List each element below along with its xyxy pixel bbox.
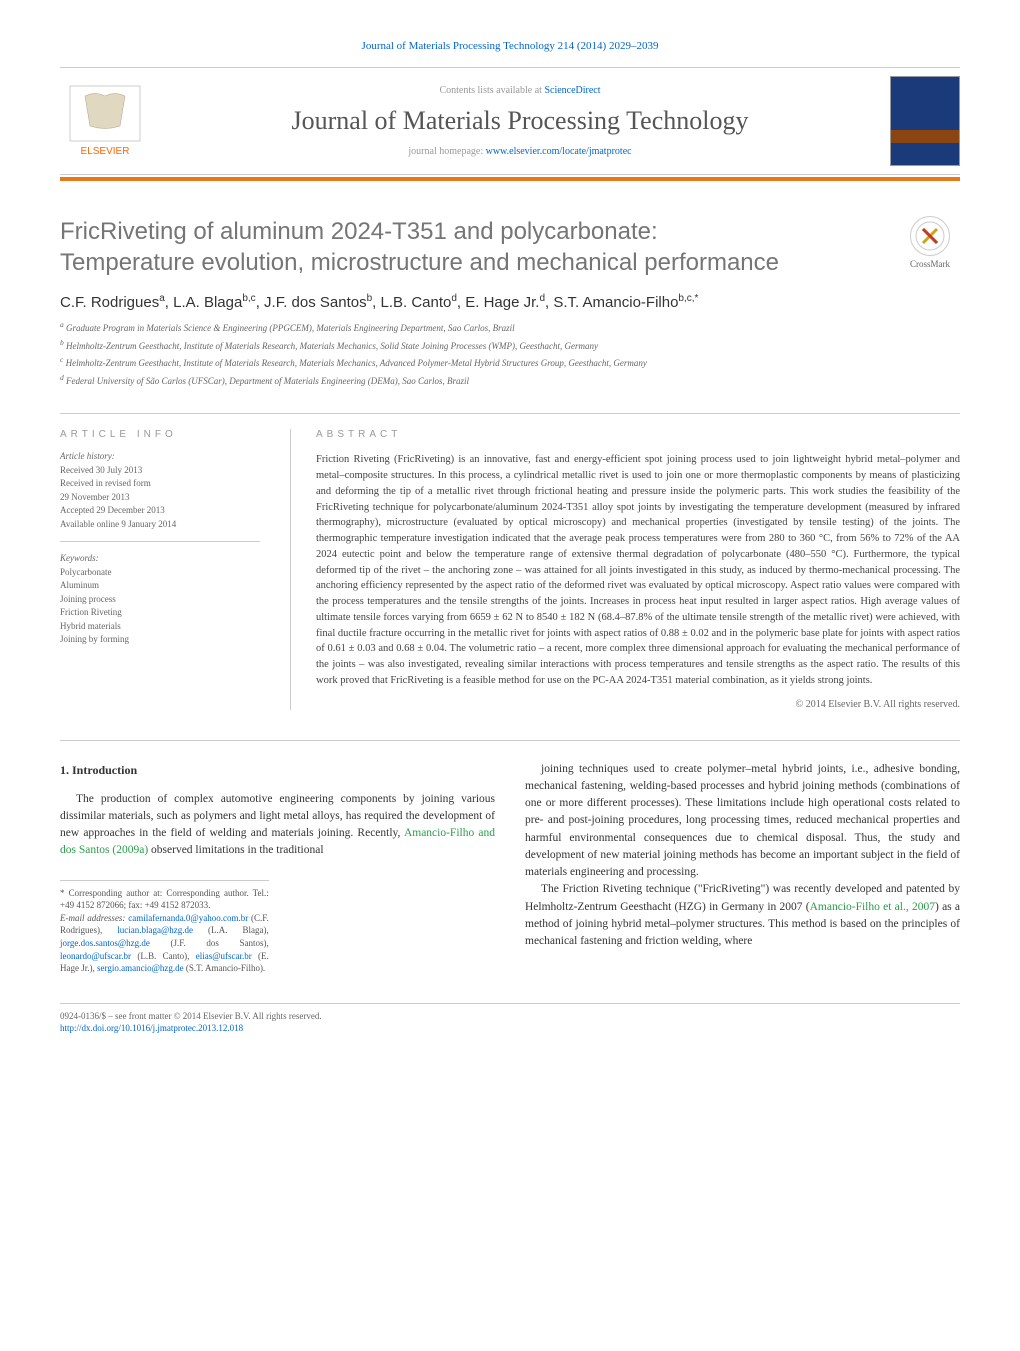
section-title: Introduction (72, 763, 137, 777)
article-title-line1: FricRiveting of aluminum 2024-T351 and p… (60, 218, 658, 245)
article-info-sidebar: ARTICLE INFO Article history: Received 3… (60, 429, 260, 709)
keywords-label: Keywords: (60, 552, 260, 566)
email-link[interactable]: leonardo@ufscar.br (60, 951, 131, 961)
keyword-line: Polycarbonate (60, 566, 260, 580)
article-history: Article history: Received 30 July 2013Re… (60, 450, 260, 542)
email-link[interactable]: lucian.blaga@hzg.de (117, 925, 193, 935)
footer: * Corresponding author at: Corresponding… (60, 880, 495, 975)
keyword-line: Hybrid materials (60, 620, 260, 634)
contents-lists-line: Contents lists available at ScienceDirec… (150, 85, 890, 96)
page-footer: 0924-0136/$ – see front matter © 2014 El… (60, 1003, 960, 1035)
email-link[interactable]: sergio.amancio@hzg.de (97, 963, 184, 973)
body-para-1: The production of complex automotive eng… (60, 791, 495, 860)
homepage-link[interactable]: www.elsevier.com/locate/jmatprotec (486, 146, 632, 157)
abstract-text: Friction Riveting (FricRiveting) is an i… (316, 452, 960, 688)
body-para-2: joining techniques used to create polyme… (525, 761, 960, 882)
crossmark-label: CrossMark (910, 259, 950, 269)
body-column-right: joining techniques used to create polyme… (525, 761, 960, 983)
history-label: Article history: (60, 450, 260, 464)
sciencedirect-link[interactable]: ScienceDirect (544, 85, 600, 96)
affiliation-line: d Federal University of São Carlos (UFSC… (60, 372, 960, 389)
doi-link[interactable]: http://dx.doi.org/10.1016/j.jmatprotec.2… (60, 1023, 243, 1033)
journal-homepage-line: journal homepage: www.elsevier.com/locat… (150, 146, 890, 157)
history-line: Available online 9 January 2014 (60, 518, 260, 532)
email-link[interactable]: elias@ufscar.br (196, 951, 252, 961)
elsevier-logo: ELSEVIER (60, 76, 150, 166)
doi-line: 0924-0136/$ – see front matter © 2014 El… (60, 1003, 960, 1035)
affiliation-line: b Helmholtz-Zentrum Geesthacht, Institut… (60, 337, 960, 354)
journal-cover-thumbnail (890, 76, 960, 166)
copyright-line: © 2014 Elsevier B.V. All rights reserved… (316, 699, 960, 710)
abstract-column: ABSTRACT Friction Riveting (FricRiveting… (290, 429, 960, 709)
issn-line: 0924-0136/$ – see front matter © 2014 El… (60, 1010, 960, 1023)
article-title: FricRiveting of aluminum 2024-T351 and p… (60, 216, 960, 278)
lists-available-text: Contents lists available at (439, 85, 544, 96)
journal-name: Journal of Materials Processing Technolo… (150, 106, 890, 136)
authors-list: C.F. Rodriguesa, L.A. Blagab,c, J.F. dos… (60, 293, 960, 311)
citation-ref-link-2[interactable]: Amancio-Filho et al., 2007 (810, 901, 935, 913)
body-column-left: 1. Introduction The production of comple… (60, 761, 495, 983)
abstract-head: ABSTRACT (316, 429, 960, 440)
affiliation-line: a Graduate Program in Materials Science … (60, 319, 960, 336)
corresponding-label: * Corresponding author at: Corresponding… (60, 887, 269, 912)
crossmark-badge[interactable]: CrossMark (900, 216, 960, 269)
keywords-block: Keywords: PolycarbonateAluminumJoining p… (60, 552, 260, 647)
accent-bar (60, 177, 960, 181)
affiliations: a Graduate Program in Materials Science … (60, 319, 960, 388)
history-line: Accepted 29 December 2013 (60, 504, 260, 518)
affiliation-line: c Helmholtz-Zentrum Geesthacht, Institut… (60, 354, 960, 371)
keyword-line: Aluminum (60, 579, 260, 593)
citation-header: Journal of Materials Processing Technolo… (60, 40, 960, 52)
history-line: Received 30 July 2013 (60, 464, 260, 478)
article-info-head: ARTICLE INFO (60, 429, 260, 440)
history-line: 29 November 2013 (60, 491, 260, 505)
keyword-line: Joining process (60, 593, 260, 607)
homepage-label: journal homepage: (408, 146, 485, 157)
email-addresses: E-mail addresses: camilafernanda.0@yahoo… (60, 912, 269, 975)
corresponding-author: * Corresponding author at: Corresponding… (60, 880, 269, 975)
crossmark-icon (910, 216, 950, 256)
section-number: 1. (60, 763, 69, 777)
elsevier-logo-text: ELSEVIER (81, 146, 130, 157)
keyword-line: Friction Riveting (60, 606, 260, 620)
email-link[interactable]: jorge.dos.santos@hzg.de (60, 938, 150, 948)
body-para-1-after: observed limitations in the traditional (148, 844, 323, 856)
citation-link[interactable]: Journal of Materials Processing Technolo… (362, 40, 659, 52)
keyword-line: Joining by forming (60, 633, 260, 647)
body-text: 1. Introduction The production of comple… (60, 740, 960, 983)
email-label: E-mail addresses: (60, 913, 128, 923)
body-para-3: The Friction Riveting technique ("FricRi… (525, 881, 960, 950)
history-line: Received in revised form (60, 477, 260, 491)
email-link[interactable]: camilafernanda.0@yahoo.com.br (128, 913, 248, 923)
section-heading: 1. Introduction (60, 761, 495, 779)
journal-header-bar: ELSEVIER Contents lists available at Sci… (60, 67, 960, 175)
article-title-line2: Temperature evolution, microstructure an… (60, 249, 779, 276)
